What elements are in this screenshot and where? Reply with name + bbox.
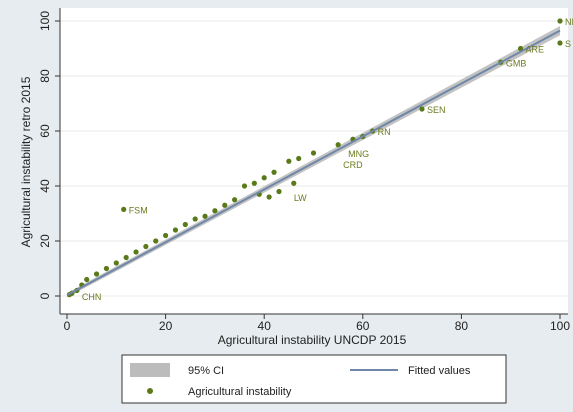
point-label-lw: LW xyxy=(294,193,307,203)
data-point-26 xyxy=(182,221,188,228)
legend-point-label: Agricultural instability xyxy=(188,386,292,398)
data-point-33 xyxy=(113,260,119,266)
data-point-12 xyxy=(271,169,277,175)
point-label-gmb: GMB xyxy=(506,58,527,68)
fitted-line xyxy=(66,29,561,297)
point-label-sen: SEN xyxy=(427,105,446,115)
point-label-rn: RN xyxy=(378,127,391,137)
data-point-27 xyxy=(172,227,179,233)
data-point-10 xyxy=(296,155,302,162)
x-tick-label-0: 0 xyxy=(64,319,71,333)
x-tick-label-2: 40 xyxy=(258,319,272,333)
legend-fit-label: Fitted values xyxy=(408,365,471,377)
data-point-31 xyxy=(133,249,139,255)
point-label-are: ARE xyxy=(526,45,545,55)
y-tick-label-2: 40 xyxy=(38,179,52,193)
data-point-28 xyxy=(163,232,169,239)
data-point-2 xyxy=(517,45,524,52)
data-point-34 xyxy=(103,265,110,272)
y-tick-label-5: 100 xyxy=(38,11,52,31)
data-point-4 xyxy=(419,106,425,112)
data-point-1 xyxy=(557,40,563,46)
x-tick-label-3: 60 xyxy=(356,319,370,333)
legend-ci-label: 95% CI xyxy=(188,365,224,377)
data-point-16 xyxy=(291,180,297,186)
data-point-20 xyxy=(121,206,127,212)
point-label-crd: CRD xyxy=(343,160,363,170)
point-label-s: S xyxy=(565,39,571,49)
data-point-8 xyxy=(335,142,341,148)
data-point-0 xyxy=(557,18,563,24)
data-point-9 xyxy=(310,150,317,156)
point-label-chn: CHN xyxy=(82,292,102,302)
data-point-29 xyxy=(153,238,159,244)
data-point-25 xyxy=(192,216,198,222)
y-ticks-layer: 0 20 40 60 80 100 xyxy=(38,11,60,299)
y-axis-title: Agricultural instability retro 2015 xyxy=(19,76,33,247)
y-tick-label-1: 20 xyxy=(38,234,52,248)
data-point-22 xyxy=(222,202,228,208)
x-axis-title: Agricultural instability UNCDP 2015 xyxy=(218,333,407,347)
legend-ci-swatch xyxy=(130,363,170,377)
grid-layer xyxy=(60,20,568,297)
point-label-fsm: FSM xyxy=(129,205,148,215)
data-point-14 xyxy=(251,180,257,186)
data-point-36 xyxy=(84,276,90,283)
data-point-11 xyxy=(286,158,292,164)
data-point-13 xyxy=(261,175,267,181)
data-point-17 xyxy=(276,188,282,195)
x-tick-label-1: 20 xyxy=(159,319,173,333)
x-tick-label-4: 80 xyxy=(455,319,469,333)
legend-point-swatch xyxy=(147,388,153,394)
data-point-24 xyxy=(202,213,208,219)
legend: 95% CI Fitted values Agricultural instab… xyxy=(121,354,507,404)
data-point-30 xyxy=(143,243,149,250)
point-label-mng: MNG xyxy=(348,149,369,159)
points-layer xyxy=(66,18,563,298)
y-tick-label-4: 80 xyxy=(38,69,52,83)
data-point-23 xyxy=(212,208,218,214)
legend-box xyxy=(121,354,507,404)
x-ticks-layer: 0 20 40 60 80 100 xyxy=(64,314,570,333)
data-point-32 xyxy=(123,254,129,261)
y-tick-label-3: 60 xyxy=(38,124,52,138)
x-tick-label-5: 100 xyxy=(550,319,570,333)
data-point-21 xyxy=(232,197,238,203)
y-tick-label-0: 0 xyxy=(38,292,52,299)
point-label-ni: NI xyxy=(565,17,573,27)
fit-line-layer xyxy=(66,29,561,297)
data-point-18 xyxy=(266,194,272,200)
data-point-15 xyxy=(241,183,248,189)
data-point-35 xyxy=(93,271,100,277)
